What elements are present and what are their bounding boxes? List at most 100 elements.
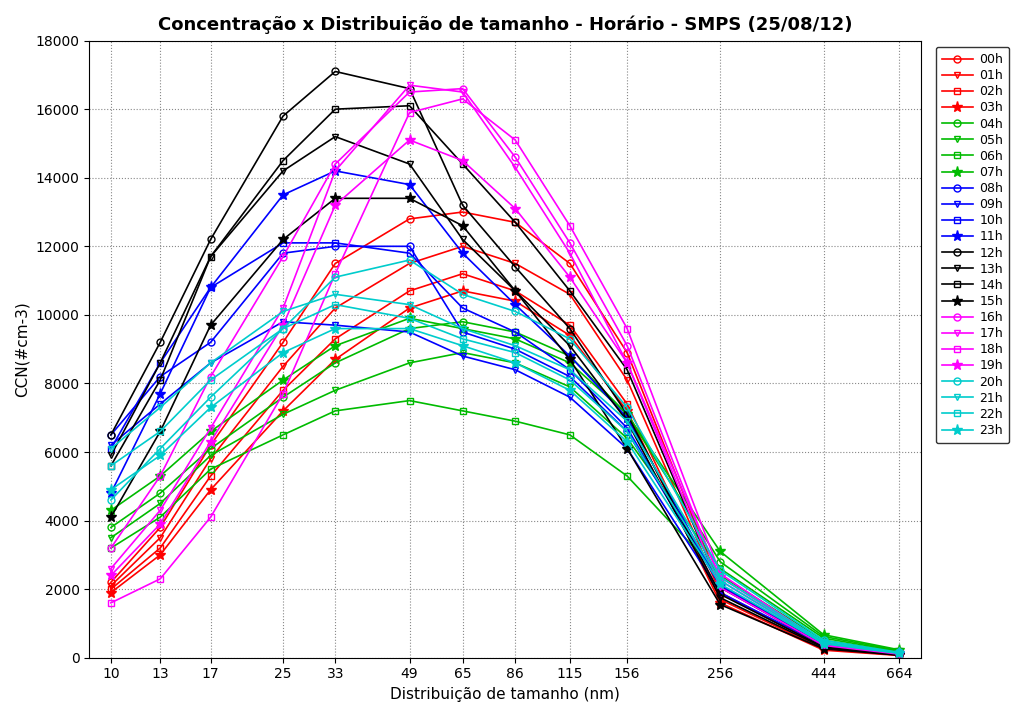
06h — [403, 397, 416, 405]
Legend: 00h, 01h, 02h, 03h, 04h, 05h, 06h, 07h, 08h, 09h, 10h, 11h, 12h, 13h, 14h, 15h, : 00h, 01h, 02h, 03h, 04h, 05h, 06h, 07h, … — [936, 47, 1010, 443]
15h — [205, 321, 217, 330]
Line: 18h: 18h — [108, 95, 903, 657]
08h — [403, 242, 416, 251]
19h — [205, 437, 217, 446]
22h — [403, 314, 416, 323]
11h — [621, 414, 633, 422]
17h — [154, 506, 166, 515]
Line: 17h: 17h — [108, 82, 903, 657]
X-axis label: Distribuição de tamanho (nm): Distribuição de tamanho (nm) — [390, 687, 621, 702]
Line: 20h: 20h — [108, 257, 903, 656]
06h — [817, 636, 829, 645]
23h — [276, 348, 289, 357]
04h — [893, 646, 905, 655]
02h — [276, 386, 289, 394]
08h — [714, 581, 726, 590]
01h — [509, 259, 521, 267]
19h — [104, 571, 117, 580]
04h — [621, 410, 633, 419]
11h — [817, 641, 829, 650]
16h — [893, 649, 905, 657]
12h — [329, 67, 341, 76]
14h — [714, 583, 726, 592]
17h — [563, 249, 575, 257]
16h — [817, 640, 829, 648]
12h — [276, 112, 289, 120]
Line: 03h: 03h — [105, 285, 905, 661]
00h — [154, 523, 166, 532]
03h — [154, 551, 166, 559]
12h — [714, 590, 726, 599]
18h — [205, 513, 217, 521]
13h — [205, 252, 217, 261]
03h — [276, 407, 289, 415]
21h — [154, 403, 166, 412]
18h — [104, 599, 117, 607]
12h — [893, 650, 905, 659]
18h — [403, 108, 416, 117]
12h — [205, 235, 217, 244]
01h — [621, 376, 633, 384]
12h — [104, 431, 117, 440]
08h — [104, 431, 117, 440]
17h — [817, 641, 829, 650]
22h — [817, 639, 829, 647]
02h — [329, 335, 341, 343]
22h — [104, 462, 117, 470]
01h — [563, 290, 575, 298]
16h — [621, 341, 633, 350]
05h — [403, 358, 416, 367]
Line: 13h: 13h — [108, 133, 903, 658]
04h — [563, 352, 575, 361]
03h — [509, 297, 521, 305]
16h — [403, 87, 416, 96]
02h — [104, 585, 117, 594]
14h — [104, 462, 117, 470]
16h — [329, 160, 341, 168]
03h — [403, 304, 416, 313]
07h — [276, 376, 289, 384]
10h — [621, 424, 633, 432]
16h — [154, 472, 166, 480]
20h — [563, 335, 575, 343]
21h — [104, 445, 117, 453]
08h — [893, 650, 905, 658]
13h — [563, 341, 575, 350]
14h — [621, 366, 633, 374]
04h — [205, 445, 217, 453]
10h — [276, 239, 289, 247]
06h — [276, 431, 289, 440]
04h — [329, 358, 341, 367]
13h — [893, 651, 905, 660]
18h — [621, 324, 633, 333]
05h — [621, 434, 633, 442]
00h — [509, 218, 521, 227]
07h — [329, 341, 341, 350]
03h — [817, 646, 829, 655]
13h — [329, 133, 341, 141]
07h — [621, 410, 633, 419]
05h — [893, 647, 905, 655]
01h — [154, 533, 166, 542]
03h — [205, 485, 217, 494]
07h — [104, 506, 117, 515]
01h — [457, 242, 469, 251]
13h — [817, 643, 829, 652]
Line: 21h: 21h — [108, 291, 903, 656]
15h — [563, 355, 575, 364]
00h — [104, 578, 117, 587]
06h — [205, 465, 217, 473]
07h — [205, 427, 217, 436]
05h — [329, 386, 341, 394]
04h — [104, 523, 117, 532]
09h — [104, 441, 117, 450]
06h — [457, 407, 469, 415]
14h — [403, 101, 416, 110]
07h — [154, 472, 166, 480]
13h — [509, 287, 521, 295]
11h — [563, 352, 575, 361]
22h — [276, 324, 289, 333]
11h — [104, 489, 117, 498]
21h — [205, 358, 217, 367]
08h — [621, 427, 633, 436]
